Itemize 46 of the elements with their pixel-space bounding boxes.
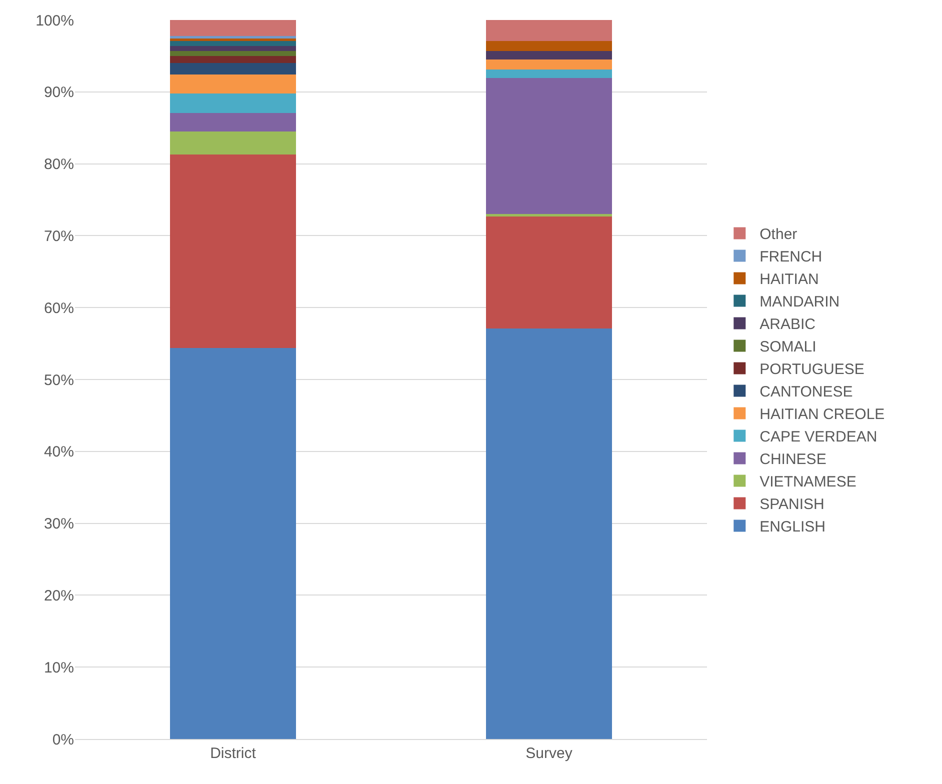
y-tick-label: 20% — [44, 587, 74, 604]
x-tick-label: Survey — [526, 745, 573, 762]
y-tick-label: 80% — [44, 156, 74, 174]
bar — [486, 20, 612, 41]
bar — [486, 50, 612, 60]
bar — [170, 348, 296, 739]
legend-label: FRENCH — [760, 248, 822, 266]
y-tick-label: 40% — [44, 444, 74, 461]
legend-label: CHINESE — [760, 451, 826, 468]
y-tick-label: 0% — [52, 731, 74, 748]
bar — [170, 46, 296, 51]
bar — [170, 112, 296, 132]
legend-label: VIETNAMESE — [760, 474, 856, 491]
legend-label: CANTONESE — [760, 384, 853, 401]
legend-label: ARABIC — [760, 316, 816, 334]
bar — [486, 60, 612, 70]
x-tick-label: District — [210, 745, 257, 762]
legend-label: MANDARIN — [760, 294, 840, 311]
legend-label: PORTUGUESE — [760, 361, 864, 378]
bar — [486, 216, 612, 328]
bar — [486, 70, 612, 78]
y-tick-label: 60% — [44, 300, 74, 317]
bar — [170, 56, 296, 64]
legend-label: CAPE VERDEAN — [760, 428, 878, 446]
bar — [170, 131, 296, 154]
y-tick-label: 30% — [44, 516, 74, 533]
bar — [486, 78, 612, 214]
bar — [486, 40, 612, 51]
bar — [170, 74, 296, 94]
bar — [170, 20, 296, 36]
y-tick-label: 10% — [44, 659, 74, 676]
y-tick-label: 90% — [44, 84, 74, 102]
bar — [170, 93, 296, 113]
y-tick-label: 100% — [36, 12, 74, 30]
legend-label: SOMALI — [760, 338, 816, 356]
legend-label: Other — [760, 226, 798, 244]
legend-label: ENGLISH — [760, 518, 826, 536]
y-tick-label: 70% — [44, 228, 74, 245]
bar — [170, 154, 296, 348]
bar — [170, 63, 296, 75]
legend-label: HAITIAN CREOLE — [760, 406, 885, 424]
legend-label: HAITIAN — [760, 271, 819, 288]
y-tick-label: 50% — [44, 372, 74, 389]
legend-label: SPANISH — [760, 496, 824, 514]
bar — [170, 50, 296, 56]
bar — [486, 328, 612, 739]
